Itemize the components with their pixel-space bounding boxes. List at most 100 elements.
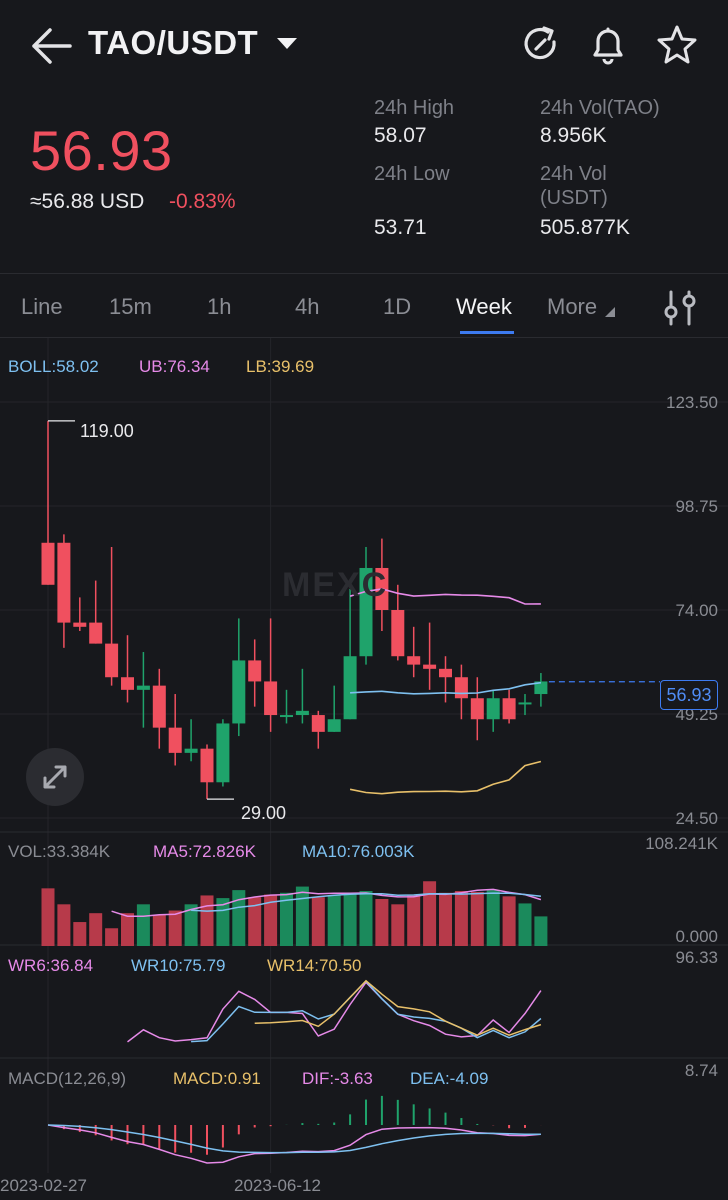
candle — [152, 685, 166, 728]
star-icon[interactable] — [654, 22, 700, 68]
candle — [470, 698, 484, 720]
vol-legend: VOL:33.384K — [8, 842, 111, 861]
vol-usdt-label: 24h Vol — [540, 163, 607, 185]
vol-tao-label: 24h Vol(TAO) — [540, 97, 660, 119]
candle — [216, 723, 230, 783]
candle — [41, 542, 55, 585]
volume-bar — [327, 895, 341, 946]
candle — [407, 656, 421, 665]
tab-more[interactable]: More — [547, 294, 598, 319]
wr14-line — [254, 979, 542, 1037]
header-bar: TAO/USDT — [0, 0, 728, 90]
tab-15m[interactable]: 15m — [109, 294, 152, 319]
candle — [232, 660, 246, 724]
tab-1d[interactable]: 1D — [383, 294, 412, 319]
volume-bar — [343, 894, 357, 946]
candle — [184, 748, 198, 753]
volume-bar — [502, 896, 516, 946]
volume-bar — [423, 881, 437, 946]
volume-bar — [407, 894, 421, 946]
wr10-legend: WR10:75.79 — [131, 956, 226, 975]
macd-title: MACD(12,26,9) — [8, 1069, 127, 1088]
refresh-icon[interactable] — [518, 22, 564, 68]
boll-lb-legend: LB:39.69 — [246, 357, 315, 376]
volume-bar — [454, 891, 468, 946]
candlestick-chart[interactable] — [0, 338, 728, 1200]
volume-bar — [534, 916, 548, 946]
y-tick-label: 74.00 — [675, 601, 718, 620]
more-triangle-icon[interactable] — [605, 307, 615, 317]
volume-bar — [200, 895, 214, 946]
indicator-settings-icon[interactable] — [660, 288, 700, 328]
vol-axis-max: 108.241K — [645, 834, 718, 853]
active-tab-underline — [460, 331, 514, 334]
vol-axis-min: 0.000 — [675, 927, 718, 946]
candle — [486, 698, 500, 720]
y-tick-label: 123.50 — [666, 393, 718, 412]
volume-bar — [41, 888, 55, 946]
candle — [311, 715, 325, 732]
divider — [0, 273, 728, 274]
volume-bar — [152, 914, 166, 946]
candle — [168, 727, 182, 753]
ma10-legend: MA10:76.003K — [302, 842, 415, 861]
boll-lower-line — [349, 760, 542, 795]
candle — [57, 542, 71, 623]
high-value: 58.07 — [374, 124, 427, 147]
boll-legend: BOLL:58.02 — [8, 357, 99, 376]
candle — [534, 681, 548, 695]
high-marker-label: 119.00 — [80, 421, 134, 441]
wr6-legend: WR6:36.84 — [8, 956, 94, 975]
low-marker-label: 29.00 — [241, 803, 287, 823]
caret-down-icon[interactable] — [277, 38, 297, 49]
vol-usdt-label-sub: (USDT) — [540, 187, 608, 209]
pair-title[interactable]: TAO/USDT — [88, 24, 259, 61]
candle — [248, 660, 262, 682]
dea-legend: DEA:-4.09 — [410, 1069, 489, 1088]
candle — [136, 685, 150, 690]
date-label: 2023-06-12 — [234, 1176, 321, 1195]
dea-line — [47, 1124, 541, 1154]
volume-bar — [136, 904, 150, 946]
ma5-legend: MA5:72.826K — [153, 842, 257, 861]
volume-bar — [121, 913, 134, 946]
price-change: -0.83% — [169, 190, 236, 213]
volume-bar — [168, 910, 182, 946]
boll-ub-legend: UB:76.34 — [139, 357, 210, 376]
back-arrow-icon[interactable] — [26, 24, 76, 68]
volume-bar — [311, 897, 325, 946]
volume-bar — [375, 898, 389, 946]
volume-bar — [232, 890, 246, 946]
candle — [391, 610, 405, 657]
volume-bar — [248, 897, 262, 946]
tab-week[interactable]: Week — [456, 294, 512, 319]
candle — [280, 715, 293, 718]
volume-bar — [57, 904, 71, 946]
last-price: 56.93 — [30, 119, 173, 182]
dif-legend: DIF:-3.63 — [302, 1069, 373, 1088]
expand-icon[interactable] — [26, 748, 84, 806]
candle — [502, 698, 516, 720]
macd-axis-max: 8.74 — [684, 1061, 718, 1080]
volume-bar — [470, 891, 484, 946]
tab-line[interactable]: Line — [21, 294, 63, 319]
date-label: 2023-02-27 — [0, 1176, 87, 1195]
tab-4h[interactable]: 4h — [295, 294, 320, 319]
candle — [439, 668, 452, 678]
candle — [89, 622, 103, 644]
low-label: 24h Low — [374, 163, 450, 185]
wr10-line — [191, 980, 542, 1043]
divider — [0, 337, 728, 338]
candle — [105, 643, 119, 678]
volume-bar — [280, 892, 293, 946]
bell-icon[interactable] — [585, 22, 631, 68]
volume-bar — [264, 894, 278, 946]
y-tick-label: 24.50 — [675, 809, 718, 828]
candle — [73, 622, 87, 627]
volume-bar — [295, 886, 309, 946]
tab-1h[interactable]: 1h — [207, 294, 232, 319]
candle — [518, 702, 532, 705]
wr-axis-max: 96.33 — [675, 948, 718, 967]
usd-price: ≈56.88 USD — [30, 190, 145, 213]
vol-usdt-value: 505.877K — [540, 216, 630, 239]
